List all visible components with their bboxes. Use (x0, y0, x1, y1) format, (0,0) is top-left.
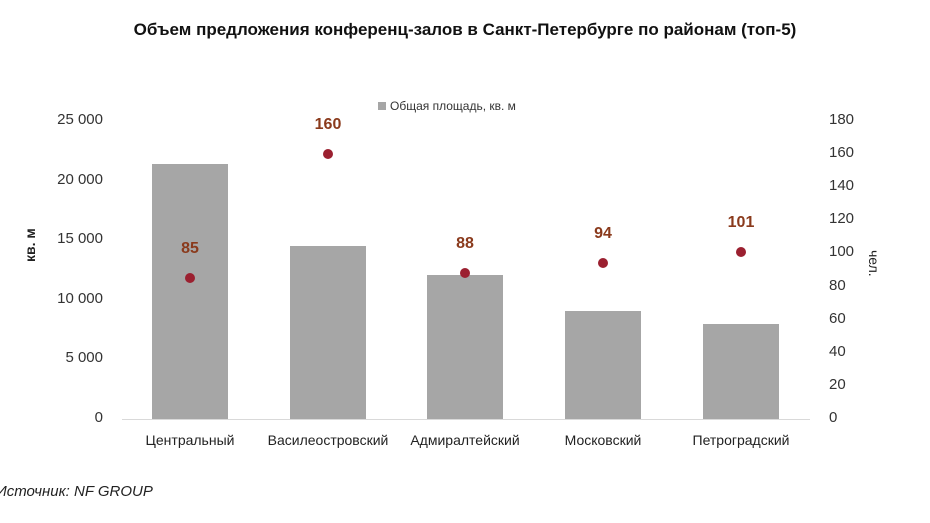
y-tick-right: 40 (829, 342, 846, 360)
data-point (598, 258, 608, 269)
data-point (460, 268, 470, 279)
y-tick-right: 160 (829, 144, 855, 162)
y-tick-left: 5 000 (65, 349, 103, 367)
data-label: 101 (727, 213, 755, 231)
data-point (736, 246, 746, 257)
data-label: 94 (594, 225, 612, 243)
data-label: 88 (456, 235, 474, 253)
y-tick-left: 25 000 (57, 111, 103, 128)
chart-title: Объем предложения конференц-залов в Санк… (133, 20, 797, 39)
y-tick-right: 100 (829, 243, 855, 261)
x-tick-label: Василеостровский (267, 432, 389, 448)
bar (152, 163, 228, 419)
legend-label: Общая площадь, кв. м (390, 99, 516, 113)
y-tick-right: 0 (829, 409, 838, 426)
bar (427, 274, 503, 419)
y-tick-right: 120 (829, 210, 855, 228)
y-tick-right: 140 (829, 177, 855, 195)
y-tick-right: 60 (829, 309, 846, 327)
bar (290, 246, 366, 419)
y-tick-right: 20 (829, 375, 846, 393)
legend: Общая площадь, кв. м (378, 99, 516, 113)
data-label: 160 (314, 116, 342, 134)
x-tick-label: Адмиралтейский (410, 432, 520, 448)
y-tick-left: 0 (94, 409, 103, 426)
data-label: 85 (181, 240, 199, 258)
y-tick-left: 20 000 (57, 170, 103, 188)
y-tick-left: 15 000 (57, 230, 103, 248)
x-tick-label: Петроградский (692, 432, 790, 448)
x-axis-line (122, 419, 810, 420)
source-note: Источник: NF GROUP (0, 483, 153, 500)
y-tick-left: 10 000 (57, 289, 103, 307)
data-point (185, 273, 195, 284)
x-tick-label: Московский (564, 432, 642, 448)
data-point (323, 149, 333, 160)
legend-swatch-icon (378, 102, 386, 110)
y-tick-right: 80 (829, 276, 846, 294)
x-tick-label: Центральный (145, 432, 235, 448)
bar (565, 310, 641, 419)
bar (703, 323, 779, 419)
y-tick-right: 180 (829, 111, 855, 128)
